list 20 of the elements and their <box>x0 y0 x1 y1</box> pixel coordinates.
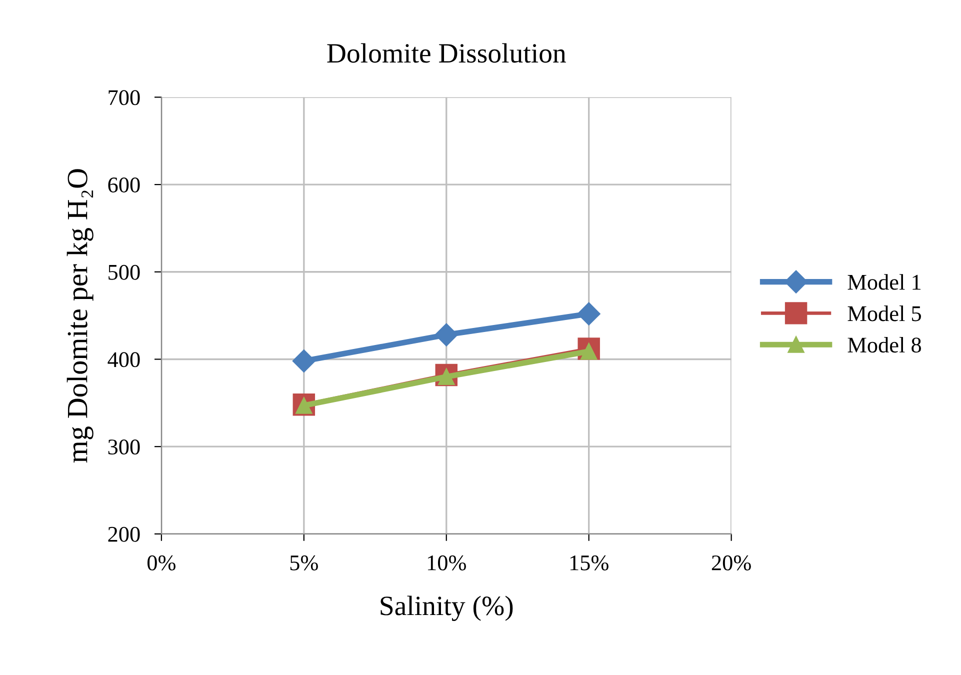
x-tick-label: 20% <box>712 555 751 570</box>
legend-label: Model 1 <box>848 274 921 290</box>
x-axis-title: Salinity (%) <box>380 596 513 622</box>
y-tick-label: 600 <box>108 177 140 192</box>
y-tick-label: 700 <box>108 90 140 106</box>
y-tick-label: 300 <box>108 440 140 455</box>
legend-label: Model 5 <box>848 306 921 322</box>
x-tick-label: 5% <box>290 555 318 570</box>
x-tick-label: 10% <box>428 555 466 570</box>
legend-label: Model 8 <box>848 336 921 353</box>
x-tick-label: 15% <box>570 555 608 570</box>
y-tick-label: 200 <box>108 526 140 542</box>
y-tick-label: 400 <box>108 352 140 368</box>
point <box>292 349 316 372</box>
y-axis-title: mg Dolomite per kg H₂O <box>66 169 94 463</box>
y-tick-label: 500 <box>108 264 140 280</box>
point <box>577 302 600 326</box>
point <box>434 323 458 346</box>
chart-title: Dolomite Dissolution <box>327 43 566 63</box>
x-tick-label: 0% <box>147 555 176 570</box>
